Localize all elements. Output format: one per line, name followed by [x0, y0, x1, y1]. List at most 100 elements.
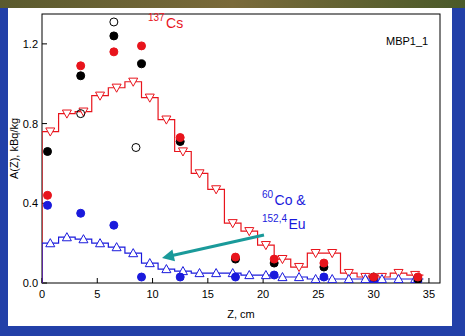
- point: [270, 255, 278, 263]
- y-tick: [42, 283, 47, 284]
- point: [270, 271, 278, 279]
- arrow-line: [170, 235, 264, 256]
- triangle-marker: [145, 94, 154, 102]
- point: [44, 191, 52, 199]
- triangle-marker: [46, 239, 55, 247]
- triangle-marker: [112, 243, 121, 251]
- triangle-marker: [62, 233, 71, 241]
- triangle-marker: [195, 269, 204, 277]
- panel: [8, 8, 452, 326]
- point: [320, 259, 328, 267]
- point: [77, 110, 85, 118]
- triangle-marker: [328, 250, 337, 258]
- x-tick-label: 25: [312, 288, 324, 300]
- step-line: [42, 237, 423, 283]
- x-tick: [207, 278, 208, 283]
- y-tick-label: 0.8: [23, 118, 38, 130]
- y-tick-label: 1.2: [23, 38, 38, 50]
- point: [138, 42, 146, 50]
- x-axis-title: Z, cm: [227, 308, 255, 320]
- triangle-marker: [278, 273, 287, 281]
- point: [110, 18, 118, 26]
- point: [138, 60, 146, 68]
- point: [44, 147, 52, 155]
- annotation: Co &: [275, 192, 307, 208]
- triangle-marker: [129, 249, 138, 257]
- x-tick-label: 35: [423, 288, 435, 300]
- arrow-head: [162, 250, 175, 262]
- triangle-marker: [96, 92, 105, 100]
- point: [77, 72, 85, 80]
- point: [44, 201, 52, 209]
- triangle-marker: [62, 110, 71, 118]
- triangle-marker: [311, 275, 320, 283]
- triangle-marker: [278, 255, 287, 263]
- x-tick-label: 5: [94, 288, 100, 300]
- triangle-marker: [228, 220, 237, 228]
- y-tick: [42, 43, 47, 44]
- triangle-marker: [195, 170, 204, 178]
- point: [77, 62, 85, 70]
- point: [110, 32, 118, 40]
- triangle-marker: [96, 239, 105, 247]
- triangle-marker: [311, 250, 320, 258]
- triangle-marker: [129, 78, 138, 86]
- point: [231, 253, 239, 261]
- point: [138, 273, 146, 281]
- x-tick-label: 0: [39, 288, 45, 300]
- triangle-marker: [212, 186, 221, 194]
- point: [320, 273, 328, 281]
- y-axis-title: A(Z), kBq/kg: [8, 118, 20, 179]
- x-tick: [428, 278, 429, 283]
- triangle-marker: [394, 275, 403, 283]
- point: [370, 273, 378, 281]
- x-tick-label: 30: [368, 288, 380, 300]
- triangle-marker: [112, 84, 121, 92]
- annotation-sup: 60: [262, 189, 274, 200]
- y-tick-label: 0.4: [23, 197, 38, 209]
- point: [176, 273, 184, 281]
- point: [132, 144, 140, 152]
- triangle-marker: [328, 275, 337, 283]
- annotation-sup: 152,4: [262, 213, 287, 224]
- annotation-sup: 137: [148, 12, 165, 23]
- triangle-marker: [145, 259, 154, 267]
- x-tick: [97, 278, 98, 283]
- triangle-marker: [162, 265, 171, 273]
- x-tick-label: 10: [146, 288, 158, 300]
- y-tick: [42, 123, 47, 124]
- triangle-marker: [361, 275, 370, 283]
- x-tick-label: 15: [202, 288, 214, 300]
- point: [231, 273, 239, 281]
- triangle-marker: [212, 269, 221, 277]
- triangle-marker: [245, 228, 254, 236]
- triangle-marker: [261, 271, 270, 279]
- annotation: Cs: [166, 15, 183, 31]
- x-tick: [152, 278, 153, 283]
- triangle-marker: [261, 242, 270, 250]
- x-tick-label: 20: [257, 288, 269, 300]
- background: [0, 0, 465, 336]
- annotation: MBP1_1: [386, 35, 428, 47]
- point: [370, 273, 378, 281]
- plot-area: [42, 18, 423, 283]
- point: [414, 273, 422, 281]
- triangle-marker: [377, 275, 386, 283]
- point: [77, 209, 85, 217]
- triangle-marker: [245, 271, 254, 279]
- point: [110, 221, 118, 229]
- triangle-marker: [178, 148, 187, 156]
- chart: 0 5 10 15 20 25 30 35 0.0 0.4 0.8 1.2 Z, cm A(Z), kBq…: [0, 0, 465, 336]
- triangle-marker: [295, 263, 304, 271]
- annotation: Eu: [288, 216, 305, 232]
- y-tick-label: 0.0: [23, 277, 38, 289]
- triangle-marker: [295, 273, 304, 281]
- step-line: [42, 82, 423, 283]
- triangle-marker: [79, 235, 88, 243]
- point: [110, 48, 118, 56]
- triangle-marker: [46, 128, 55, 136]
- plot-frame: [42, 14, 440, 283]
- point: [176, 134, 184, 142]
- triangle-marker: [162, 116, 171, 124]
- photo-strip: [0, 0, 465, 8]
